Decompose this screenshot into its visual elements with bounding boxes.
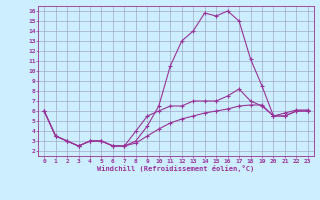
X-axis label: Windchill (Refroidissement éolien,°C): Windchill (Refroidissement éolien,°C) xyxy=(97,165,255,172)
